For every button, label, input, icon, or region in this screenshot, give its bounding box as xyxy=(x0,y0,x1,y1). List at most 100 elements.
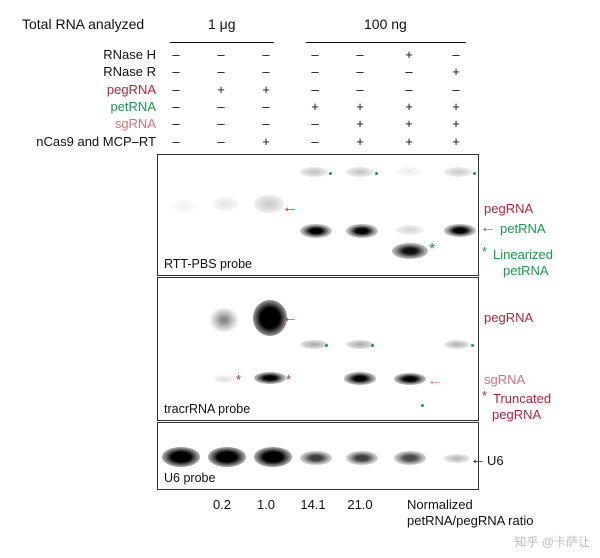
condition-cell: – xyxy=(405,81,413,97)
condition-cell: + xyxy=(262,133,270,149)
condition-cell: + xyxy=(452,64,460,80)
condition-cell: – xyxy=(217,133,225,149)
truncated-label: Truncated xyxy=(493,391,552,406)
condition-cell: – xyxy=(311,116,319,132)
condition-cell: – xyxy=(311,81,319,97)
condition-cell: – xyxy=(262,47,270,62)
condition-label: RNase R xyxy=(103,64,156,80)
truncated-star: * xyxy=(236,372,242,387)
group-1ug-label: 1 μg xyxy=(208,16,236,32)
condition-label: RNase H xyxy=(103,47,156,62)
band xyxy=(394,373,426,385)
band xyxy=(208,447,246,467)
band xyxy=(396,167,422,176)
green-marker xyxy=(471,344,474,347)
band xyxy=(444,454,470,463)
green-marker xyxy=(421,404,424,407)
band xyxy=(300,340,328,349)
panel-label: RTT-PBS probe xyxy=(164,257,253,271)
condition-cell: – xyxy=(172,47,180,62)
tracrrna-panel: ← * * ← tracrRNA probe xyxy=(157,277,479,421)
ratio-value: 0.2 xyxy=(212,497,232,512)
band xyxy=(254,447,292,467)
condition-cell: – xyxy=(262,116,270,132)
band xyxy=(344,372,376,385)
truncated-star-key: * xyxy=(482,388,488,403)
total-rna-label: Total RNA analyzed xyxy=(22,16,145,32)
condition-label: nCas9 and MCP–RT xyxy=(36,133,156,149)
band xyxy=(254,372,286,384)
ratio-label-line1: Normalized xyxy=(407,497,473,512)
condition-cell: – xyxy=(217,98,225,114)
condition-cell: + xyxy=(405,133,413,149)
band xyxy=(346,224,378,238)
condition-cell: + xyxy=(452,98,460,114)
condition-label: petRNA xyxy=(110,98,156,114)
band xyxy=(214,375,234,383)
rtt-petrna-label: petRNA xyxy=(500,221,546,236)
petrna-arrow: ← xyxy=(480,219,496,236)
green-marker xyxy=(329,172,332,175)
linearized-label: Linearized xyxy=(493,247,553,262)
condition-cell: + xyxy=(262,81,270,97)
band xyxy=(300,451,332,465)
tracr-pegrna-label: pegRNA xyxy=(484,310,534,325)
condition-cell: + xyxy=(405,47,413,62)
rtt-pegrna-label: pegRNA xyxy=(484,201,534,216)
band xyxy=(392,243,428,259)
condition-cell: – xyxy=(405,64,413,80)
green-marker xyxy=(375,172,378,175)
truncated-star: * xyxy=(286,372,292,387)
condition-cell: – xyxy=(217,116,225,132)
band xyxy=(253,300,287,336)
condition-cell: + xyxy=(452,133,460,149)
condition-cell: – xyxy=(172,81,180,97)
pegrna-arrow: ← xyxy=(282,199,298,216)
group-100ng-bracket xyxy=(306,42,466,43)
pegrna-arrow: ← xyxy=(282,309,298,326)
linearized-petrna-label: petRNA xyxy=(503,263,549,278)
condition-cell: – xyxy=(356,64,364,80)
condition-cell: – xyxy=(356,81,364,97)
condition-cell: + xyxy=(452,116,460,132)
band xyxy=(346,340,374,349)
rtt-pbs-panel: ← * RTT-PBS probe xyxy=(157,154,479,276)
condition-cell: – xyxy=(262,64,270,80)
condition-cell: – xyxy=(311,64,319,80)
band xyxy=(396,225,424,235)
condition-cell: + xyxy=(217,81,225,97)
condition-cell: – xyxy=(262,98,270,114)
band xyxy=(394,451,426,465)
condition-cell: – xyxy=(172,64,180,80)
u6-arrow: ← xyxy=(470,451,486,468)
group-100ng-label: 100 ng xyxy=(364,16,407,32)
band xyxy=(213,197,239,211)
band xyxy=(300,167,328,177)
linearized-star: * xyxy=(429,241,436,258)
condition-label: pegRNA xyxy=(106,81,156,97)
ratio-value: 1.0 xyxy=(256,497,276,512)
condition-cell: – xyxy=(217,47,225,62)
condition-cell: – xyxy=(311,133,319,149)
band xyxy=(346,167,374,177)
u6-panel: U6 probe xyxy=(157,422,479,490)
panel-label: U6 probe xyxy=(164,471,216,485)
watermark: 知乎 @卡萨让 xyxy=(514,535,590,549)
condition-cell: – xyxy=(172,98,180,114)
condition-cell: + xyxy=(405,98,413,114)
condition-cell: – xyxy=(172,133,180,149)
condition-cell: + xyxy=(356,133,364,149)
band xyxy=(300,224,332,238)
condition-cell: + xyxy=(356,116,364,132)
band xyxy=(444,167,472,177)
green-marker xyxy=(371,344,374,347)
band xyxy=(444,340,470,349)
condition-cell: + xyxy=(311,98,319,114)
sgrna-arrow: ← xyxy=(427,372,443,389)
band xyxy=(162,447,200,467)
condition-cell: – xyxy=(452,81,460,97)
condition-cell: – xyxy=(311,47,319,62)
condition-cell: – xyxy=(356,47,364,62)
panel-label: tracrRNA probe xyxy=(164,402,251,416)
condition-cell: + xyxy=(405,116,413,132)
